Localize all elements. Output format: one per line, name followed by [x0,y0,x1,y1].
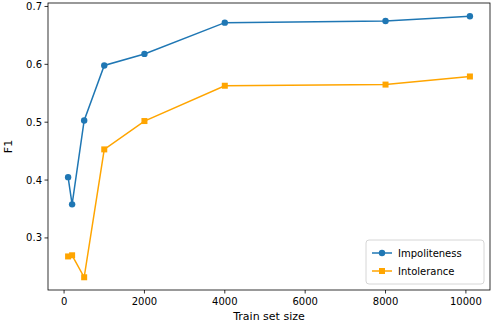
legend: Impoliteness Intolerance [366,240,484,284]
legend-box [366,240,484,284]
series-line [68,16,470,204]
data-point [101,62,107,68]
y-axis-label: F1 [2,140,15,153]
legend-label: Impoliteness [398,248,462,259]
chart-root: 0 2000 4000 6000 8000 10000 0.3 0.4 0.5 0.6 0.7 Tra… [0,0,500,328]
plot-frame [48,3,490,290]
x-tick [144,290,145,294]
x-tick-label: 8000 [373,296,398,307]
y-tick [45,122,49,123]
y-tick [45,64,49,65]
data-point [141,118,147,124]
data-point [383,82,389,88]
x-axis-label: Train set size [232,310,305,323]
y-tick-label: 0.7 [26,1,42,12]
x-tick [305,290,306,294]
y-tick [45,6,49,7]
x-tick-label: 10000 [450,296,482,307]
x-tick [465,290,466,294]
data-point [69,201,75,207]
data-point [65,174,71,180]
y-tick-label: 0.5 [26,117,42,128]
data-point [101,146,107,152]
data-point [222,19,228,25]
series-line [68,76,470,277]
legend-marker [379,250,385,256]
y-tick [45,237,49,238]
y-tick [45,180,49,181]
x-tick-label: 6000 [292,296,317,307]
y-tick-label: 0.6 [26,59,42,70]
x-tick-label: 0 [61,296,67,307]
data-point [467,13,473,19]
data-point [69,252,75,258]
data-point [81,117,87,123]
x-tick-label: 4000 [212,296,237,307]
data-point [467,73,473,79]
x-tick [64,290,65,294]
x-tick [385,290,386,294]
legend-marker [379,268,385,274]
y-tick-label: 0.3 [26,232,42,243]
data-point [382,18,388,24]
data-point [81,274,87,280]
y-tick-label: 0.4 [26,175,42,186]
data-point [141,51,147,57]
chart: 0 2000 4000 6000 8000 10000 0.3 0.4 0.5 0.6 0.7 Tra… [0,0,500,328]
data-point [222,83,228,89]
x-tick-label: 2000 [132,296,157,307]
legend-label: Intolerance [398,266,454,277]
x-tick [224,290,225,294]
